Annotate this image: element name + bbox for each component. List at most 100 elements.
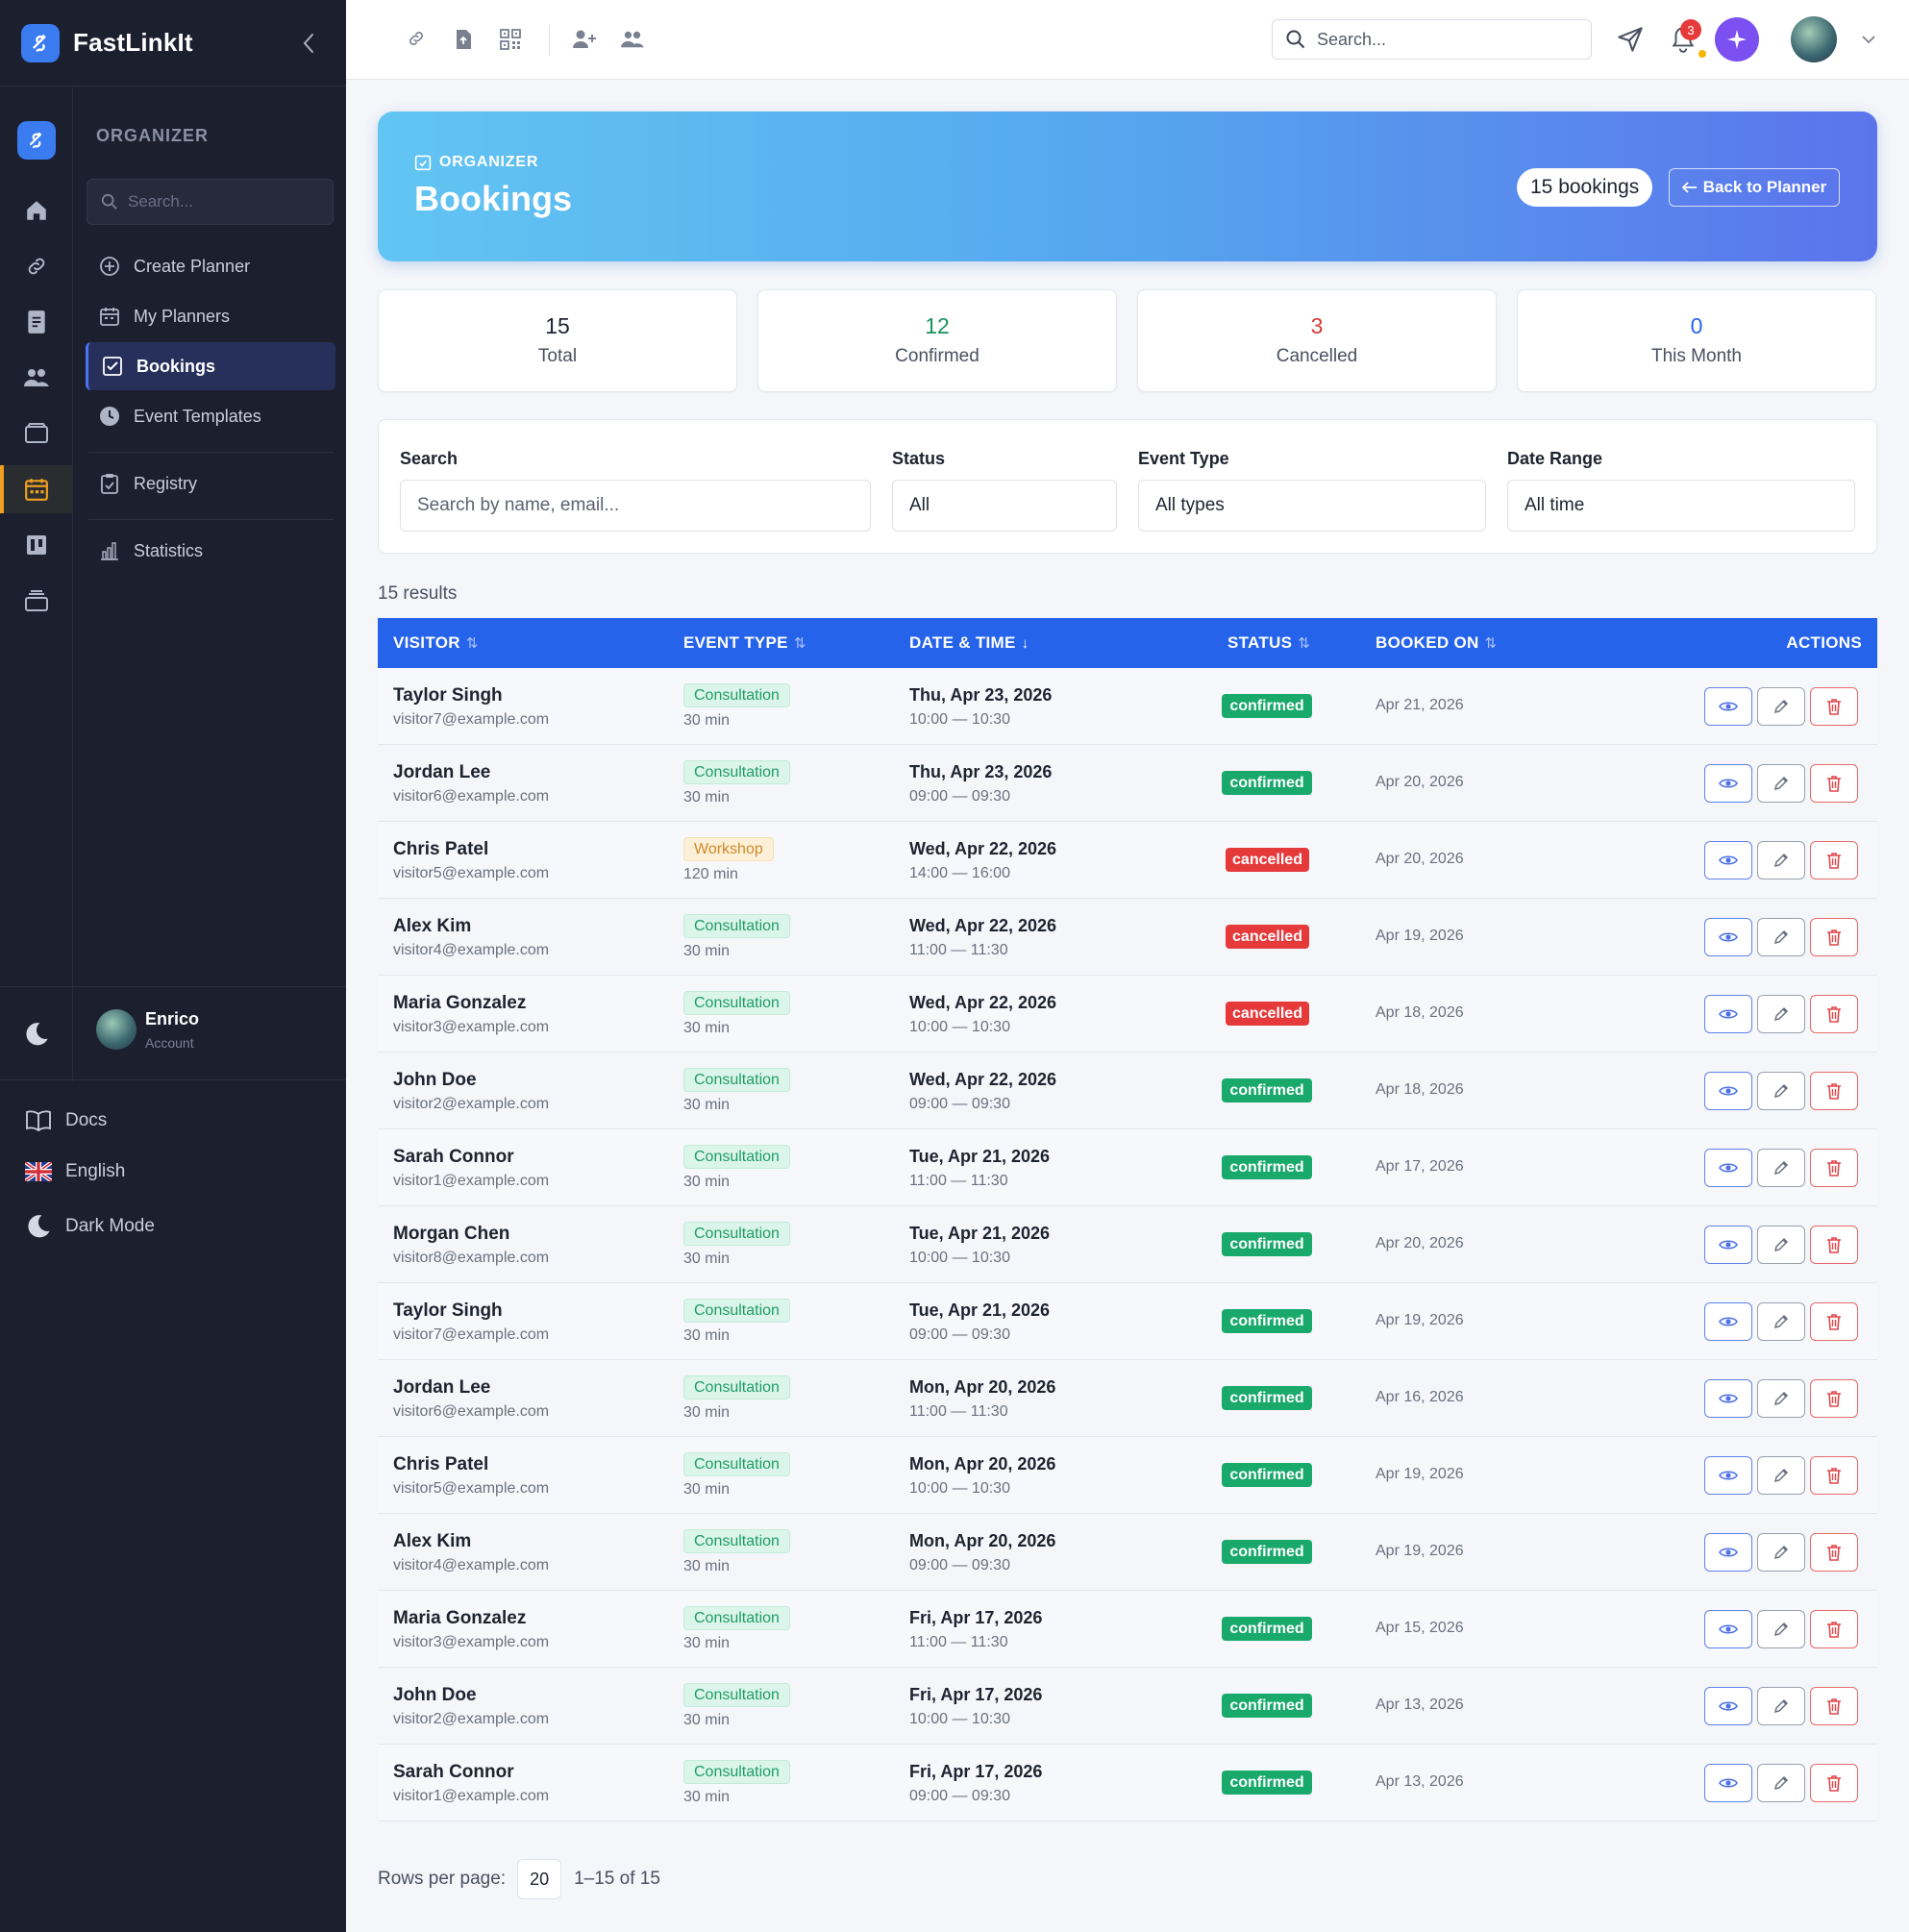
sidebar-search[interactable] xyxy=(87,179,334,225)
edit-button[interactable] xyxy=(1757,918,1805,956)
delete-button[interactable] xyxy=(1810,1379,1858,1418)
edit-button[interactable] xyxy=(1757,1764,1805,1802)
edit-button[interactable] xyxy=(1757,1379,1805,1418)
dark-mode-link[interactable]: Dark Mode xyxy=(25,1213,155,1240)
table-row[interactable]: Maria Gonzalez visitor3@example.com Consul… xyxy=(378,1591,1877,1668)
edit-button[interactable] xyxy=(1757,764,1805,803)
edit-button[interactable] xyxy=(1757,1610,1805,1648)
table-row[interactable]: Alex Kim visitor4@example.com Consultation… xyxy=(378,899,1877,976)
chevron-down-icon[interactable] xyxy=(1861,35,1876,44)
view-button[interactable] xyxy=(1704,764,1752,803)
link-icon[interactable] xyxy=(407,29,426,48)
view-button[interactable] xyxy=(1704,1456,1752,1495)
view-button[interactable] xyxy=(1704,918,1752,956)
column-header-visitor[interactable]: VISITOR ⇅ xyxy=(393,618,479,668)
event-type-select[interactable]: All types xyxy=(1138,480,1486,532)
board-icon[interactable] xyxy=(0,521,73,569)
edit-button[interactable] xyxy=(1757,1456,1805,1495)
table-row[interactable]: Morgan Chen visitor8@example.com Consultat… xyxy=(378,1206,1877,1283)
upload-file-icon[interactable] xyxy=(454,29,473,50)
delete-button[interactable] xyxy=(1810,1764,1858,1802)
folder-icon[interactable] xyxy=(0,409,73,458)
calendar-icon[interactable] xyxy=(0,465,73,513)
delete-button[interactable] xyxy=(1810,1456,1858,1495)
table-row[interactable]: John Doe visitor2@example.com Consultation… xyxy=(378,1053,1877,1129)
edit-button[interactable] xyxy=(1757,1533,1805,1572)
edit-button[interactable] xyxy=(1757,1226,1805,1264)
view-button[interactable] xyxy=(1704,1379,1752,1418)
view-button[interactable] xyxy=(1704,1610,1752,1648)
delete-button[interactable] xyxy=(1810,1149,1858,1187)
link-icon[interactable] xyxy=(0,242,73,290)
edit-button[interactable] xyxy=(1757,1687,1805,1725)
delete-button[interactable] xyxy=(1810,995,1858,1033)
table-row[interactable]: Alex Kim visitor4@example.com Consultation… xyxy=(378,1514,1877,1591)
dark-mode-toggle[interactable] xyxy=(0,987,73,1081)
edit-button[interactable] xyxy=(1757,841,1805,879)
sidebar-item-event-templates[interactable]: Event Templates xyxy=(86,392,335,440)
edit-button[interactable] xyxy=(1757,687,1805,726)
date-range-select[interactable]: All time xyxy=(1507,480,1855,532)
table-row[interactable]: Sarah Connor visitor1@example.com Consulta… xyxy=(378,1129,1877,1206)
delete-button[interactable] xyxy=(1810,1610,1858,1648)
table-row[interactable]: Maria Gonzalez visitor3@example.com Consul… xyxy=(378,976,1877,1053)
global-search-input[interactable] xyxy=(1317,29,1567,50)
collapse-sidebar-icon[interactable] xyxy=(302,33,315,54)
delete-button[interactable] xyxy=(1810,687,1858,726)
column-header-booked-on[interactable]: BOOKED ON ⇅ xyxy=(1376,618,1497,668)
global-search[interactable] xyxy=(1272,19,1592,60)
sidebar-item-registry[interactable]: Registry xyxy=(86,459,335,508)
avatar[interactable] xyxy=(96,1009,136,1050)
rows-per-page-select[interactable]: 20 xyxy=(517,1859,562,1899)
table-row[interactable]: Sarah Connor visitor1@example.com Consulta… xyxy=(378,1745,1877,1821)
docs-link[interactable]: Docs xyxy=(25,1109,107,1132)
sidebar-item-my-planners[interactable]: My Planners xyxy=(86,292,335,340)
search-filter-input[interactable] xyxy=(417,495,870,516)
delete-button[interactable] xyxy=(1810,1687,1858,1725)
edit-button[interactable] xyxy=(1757,1149,1805,1187)
view-button[interactable] xyxy=(1704,1533,1752,1572)
delete-button[interactable] xyxy=(1810,1302,1858,1341)
table-row[interactable]: Jordan Lee visitor6@example.com Consultati… xyxy=(378,745,1877,822)
delete-button[interactable] xyxy=(1810,841,1858,879)
view-button[interactable] xyxy=(1704,1072,1752,1110)
users-icon[interactable] xyxy=(0,354,73,402)
rail-brand[interactable] xyxy=(0,116,73,164)
table-row[interactable]: John Doe visitor2@example.com Consultation… xyxy=(378,1668,1877,1745)
delete-button[interactable] xyxy=(1810,918,1858,956)
view-button[interactable] xyxy=(1704,995,1752,1033)
view-button[interactable] xyxy=(1704,1764,1752,1802)
status-select[interactable]: All xyxy=(892,480,1117,532)
table-row[interactable]: Chris Patel visitor5@example.com Consultat… xyxy=(378,1437,1877,1514)
view-button[interactable] xyxy=(1704,687,1752,726)
qr-code-icon[interactable] xyxy=(500,29,521,50)
language-selector[interactable]: English xyxy=(25,1161,125,1182)
table-row[interactable]: Chris Patel visitor5@example.com Workshop 1… xyxy=(378,822,1877,899)
user-name[interactable]: Enrico xyxy=(145,1009,200,1028)
delete-button[interactable] xyxy=(1810,1226,1858,1264)
delete-button[interactable] xyxy=(1810,1533,1858,1572)
sidebar-item-statistics[interactable]: Statistics xyxy=(86,527,335,575)
document-icon[interactable] xyxy=(0,298,73,346)
sidebar-item-bookings[interactable]: Bookings xyxy=(86,342,335,390)
edit-button[interactable] xyxy=(1757,995,1805,1033)
home-icon[interactable] xyxy=(0,186,73,235)
send-icon[interactable] xyxy=(1617,26,1644,53)
edit-button[interactable] xyxy=(1757,1302,1805,1341)
ai-assistant-button[interactable] xyxy=(1715,17,1759,62)
sidebar-search-input[interactable] xyxy=(128,192,320,211)
search-filter[interactable] xyxy=(400,480,871,532)
view-button[interactable] xyxy=(1704,1226,1752,1264)
archive-icon[interactable] xyxy=(0,577,73,625)
back-to-planner-button[interactable]: Back to Planner xyxy=(1669,168,1840,207)
column-header-event-type[interactable]: EVENT TYPE ⇅ xyxy=(683,618,806,668)
brand-logo-icon[interactable] xyxy=(21,23,60,62)
delete-button[interactable] xyxy=(1810,764,1858,803)
column-header-date-time[interactable]: DATE & TIME ↓ xyxy=(909,618,1029,668)
view-button[interactable] xyxy=(1704,1149,1752,1187)
table-row[interactable]: Jordan Lee visitor6@example.com Consultati… xyxy=(378,1360,1877,1437)
table-row[interactable]: Taylor Singh visitor7@example.com Consulta… xyxy=(378,668,1877,745)
add-user-icon[interactable] xyxy=(572,29,597,50)
column-header-status[interactable]: STATUS ⇅ xyxy=(1227,618,1310,668)
users-icon[interactable] xyxy=(620,29,645,50)
